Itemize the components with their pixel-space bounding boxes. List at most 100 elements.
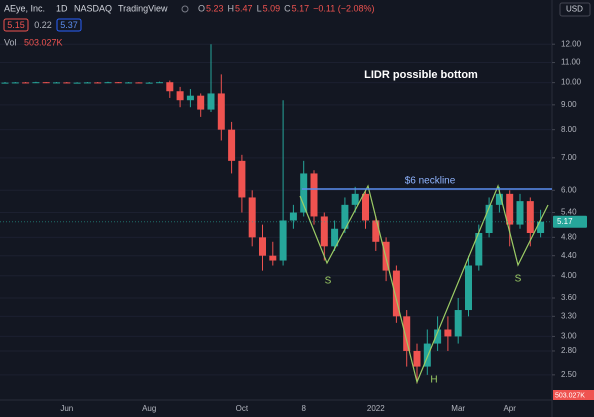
y-tick-label: 10.00 xyxy=(561,78,582,87)
ohlc-value: 5.23 xyxy=(206,3,224,13)
candle-body xyxy=(506,193,514,225)
ohlc-key: O xyxy=(198,3,205,13)
y-tick-label: 7.00 xyxy=(561,153,577,162)
y-tick-label: 4.80 xyxy=(561,232,577,241)
y-tick-label: 3.60 xyxy=(561,293,577,302)
y-tick-label: 4.00 xyxy=(561,271,577,280)
candle-body xyxy=(269,255,277,261)
candle-body xyxy=(403,316,411,351)
candle-body xyxy=(114,82,122,84)
shoulder-label: S xyxy=(515,274,522,285)
candle-body xyxy=(516,201,524,225)
candle-body xyxy=(413,350,421,367)
candle-body xyxy=(125,82,133,84)
candle-body xyxy=(22,82,30,84)
shoulder-label: S xyxy=(325,276,332,287)
candle-body xyxy=(351,193,359,205)
x-tick-label: Oct xyxy=(236,404,249,413)
candle-body xyxy=(289,212,297,221)
x-tick-label: Jun xyxy=(60,404,73,413)
neckline-label: $6 neckline xyxy=(405,176,456,187)
currency-button[interactable] xyxy=(559,2,591,17)
candle-body xyxy=(32,82,40,84)
candle-body xyxy=(259,237,266,256)
candle-body xyxy=(197,95,205,110)
y-tick-label: 3.30 xyxy=(561,311,577,320)
volume-label: Vol xyxy=(4,37,17,47)
volume-axis-label: 503.027K xyxy=(555,392,585,399)
y-tick-label: 8.00 xyxy=(561,125,577,134)
candle-body xyxy=(372,220,380,242)
source: TradingView xyxy=(118,3,168,13)
candle-body xyxy=(73,82,81,84)
y-tick-label: 4.40 xyxy=(561,251,577,260)
interval[interactable]: 1D xyxy=(56,3,68,13)
candle-body xyxy=(53,82,60,84)
candle-body xyxy=(176,91,184,101)
candle-body xyxy=(465,265,472,311)
ask: 5.37 xyxy=(60,20,78,30)
bid-box[interactable] xyxy=(3,18,29,32)
x-tick-label: 8 xyxy=(301,404,306,413)
price-axis: 2.50 2.80 3.00 3.30 3.60 4.00 4.40 4.80 5.40 6.00… xyxy=(0,39,594,400)
candle-body xyxy=(434,329,442,344)
currency[interactable]: USD xyxy=(566,5,583,14)
candle-body xyxy=(11,82,19,84)
candle-body xyxy=(320,216,328,247)
candle-body xyxy=(423,343,431,367)
candle-body xyxy=(104,82,112,84)
status-dot xyxy=(181,5,189,13)
candle-body xyxy=(248,197,256,238)
time-axis: Jun Aug Oct 8 2022 Mar Apr xyxy=(60,404,516,413)
y-tick-label: 6.00 xyxy=(561,185,577,194)
ohlc-value: 5.09 xyxy=(263,3,281,13)
volume-box xyxy=(553,390,594,400)
y-tick-label: 11.00 xyxy=(561,58,581,67)
symbol-title[interactable]: AEye, Inc. xyxy=(4,3,45,13)
x-tick-label: Mar xyxy=(451,404,465,413)
candle-body xyxy=(279,220,287,261)
candle-body xyxy=(186,95,194,101)
bid: 5.15 xyxy=(7,20,25,30)
candle-body xyxy=(207,93,215,110)
candle-body xyxy=(42,82,50,84)
ohlc-value: 5.17 xyxy=(292,3,310,13)
candle-body xyxy=(526,201,534,234)
annotation-title: LIDR possible bottom xyxy=(364,69,478,81)
x-tick-label: Apr xyxy=(503,404,516,413)
x-tick-label: 2022 xyxy=(367,404,385,413)
pattern-line xyxy=(299,184,549,384)
y-tick-label: 5.40 xyxy=(561,208,577,217)
candle-body xyxy=(310,173,318,217)
candle-body xyxy=(444,329,452,337)
candle-body xyxy=(537,221,545,234)
candle-body xyxy=(300,173,308,213)
ask-box[interactable] xyxy=(56,18,82,32)
candle-body xyxy=(228,129,236,161)
candle-body xyxy=(392,270,400,317)
candle-body xyxy=(238,160,246,198)
y-tick-label: 9.00 xyxy=(561,100,577,109)
change: −0.11 (−2.08%) xyxy=(313,3,374,13)
x-tick-label: Aug xyxy=(142,404,156,413)
candle-body xyxy=(485,204,493,234)
candle-body xyxy=(145,82,153,84)
candle-body xyxy=(495,193,503,205)
y-tick-label: 2.80 xyxy=(561,346,577,355)
candle-body xyxy=(1,82,9,84)
ohlc-key: L xyxy=(257,3,262,13)
ohlc-legend: O 5.23 H 5.47 L 5.09 C 5.17 −0.11 (−2.08%) xyxy=(198,3,375,13)
candle-body xyxy=(362,193,369,221)
candle-body xyxy=(341,204,349,229)
exchange: NASDAQ xyxy=(74,3,112,13)
candle-body xyxy=(156,82,163,84)
candle-body xyxy=(63,82,71,84)
ohlc-key: H xyxy=(228,3,235,13)
y-tick-label: 12.00 xyxy=(561,39,582,48)
candle-body xyxy=(217,93,225,130)
ohlc-key: C xyxy=(284,3,291,13)
candle-body xyxy=(454,310,462,337)
